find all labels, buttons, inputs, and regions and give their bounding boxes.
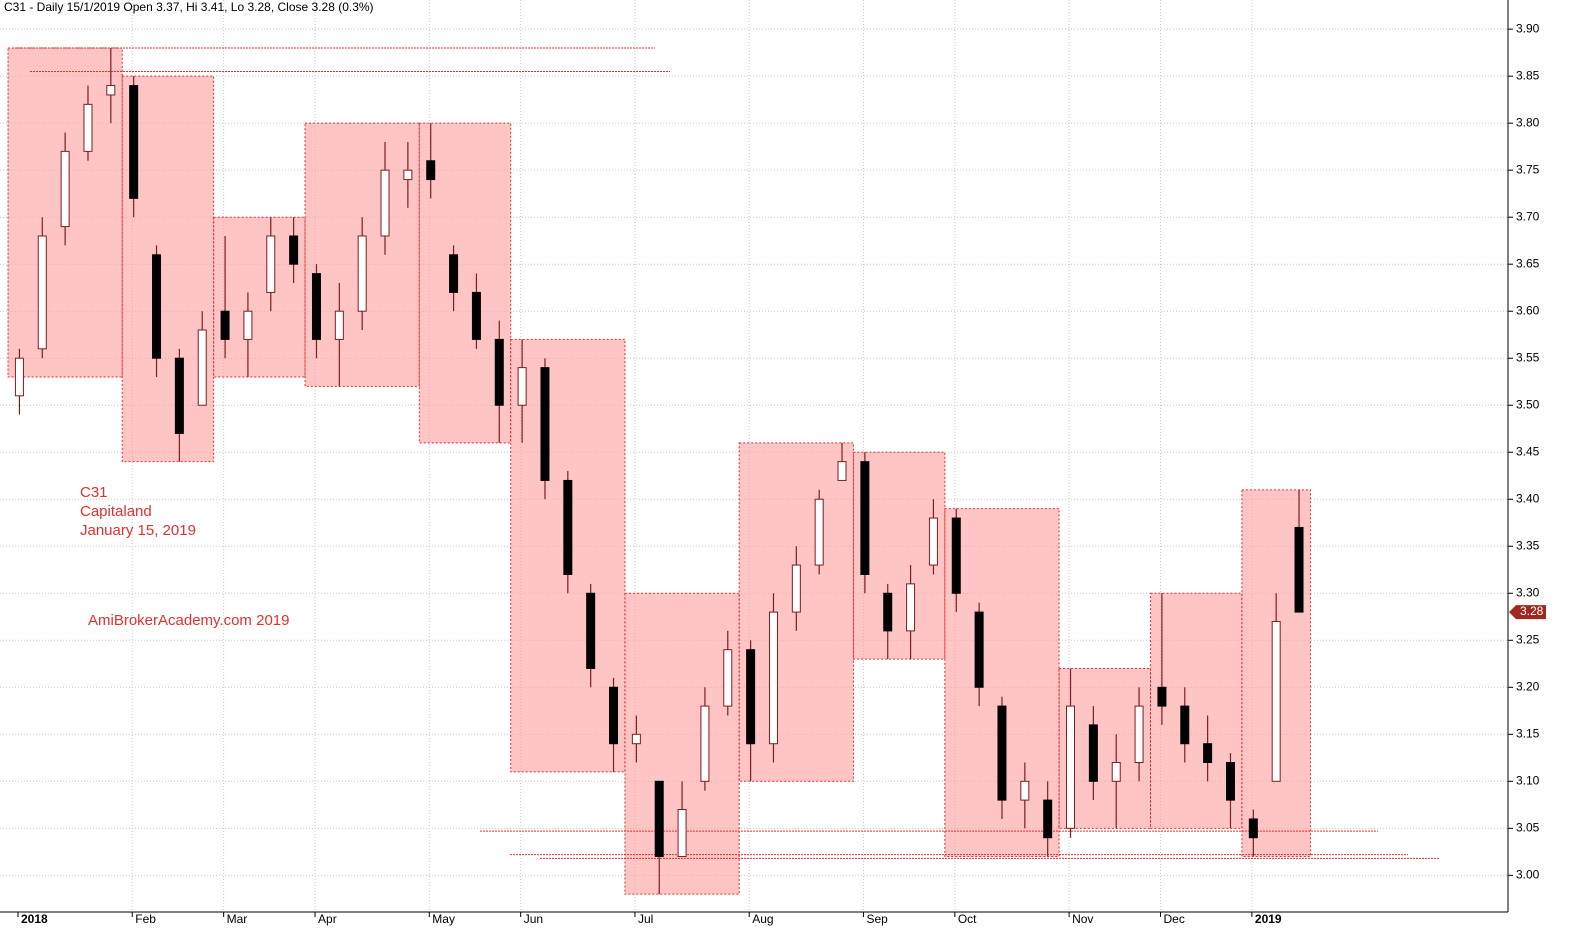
y-tick-label: 3.75 [1516, 162, 1540, 176]
y-tick-label: 3.30 [1516, 585, 1540, 599]
y-tick-label: 3.50 [1516, 397, 1540, 411]
price-tag-label: 3.28 [1520, 604, 1544, 618]
x-tick-label: 2018 [21, 912, 48, 926]
candle-body [1134, 705, 1144, 764]
x-tick-label: Apr [318, 912, 337, 926]
candle-body [1088, 724, 1098, 782]
candle-body [677, 809, 687, 858]
candle-body [791, 564, 801, 613]
y-tick-label: 3.20 [1516, 679, 1540, 693]
y-tick-label: 3.10 [1516, 773, 1540, 787]
y-tick-label: 3.40 [1516, 491, 1540, 505]
y-tick-label: 3.15 [1516, 726, 1540, 740]
annotation: C31 [80, 484, 108, 501]
x-tick-label: Jun [524, 912, 543, 926]
x-tick-label: May [432, 912, 455, 926]
candle-body [494, 338, 504, 406]
candle-body [860, 461, 870, 575]
candle-body [220, 310, 230, 340]
y-tick-label: 3.35 [1516, 538, 1540, 552]
candle-body [563, 479, 573, 575]
price-tag [1509, 605, 1546, 620]
candle-body [768, 611, 778, 745]
candle-body [586, 592, 596, 669]
candle-body [517, 367, 527, 406]
y-tick-label: 3.70 [1516, 209, 1540, 223]
y-tick-label: 3.65 [1516, 256, 1540, 270]
candle-body [997, 705, 1007, 801]
candle-body [266, 235, 276, 293]
candle-body [1180, 705, 1190, 745]
candle-body [37, 235, 47, 350]
y-tick-label: 3.05 [1516, 820, 1540, 834]
candle-body [83, 103, 93, 152]
y-tick-label: 3.60 [1516, 303, 1540, 317]
x-tick-label: 2019 [1255, 912, 1282, 926]
candle-body [723, 649, 733, 707]
candle-body [1203, 743, 1213, 764]
candle-body [311, 273, 321, 340]
x-tick-label: Jul [638, 912, 653, 926]
candle-body [609, 686, 619, 745]
candle-body [174, 357, 184, 434]
annotation: January 15, 2019 [80, 522, 196, 539]
candle-body [449, 254, 459, 293]
candle-body [1066, 705, 1076, 829]
candle-body [289, 235, 299, 265]
y-tick-label: 3.85 [1516, 68, 1540, 82]
x-tick-label: Feb [135, 912, 156, 926]
chart-title: C31 - Daily 15/1/2019 Open 3.37, Hi 3.41… [4, 0, 374, 14]
candle-body [1294, 526, 1304, 613]
candle-body [60, 150, 70, 228]
candle-body [334, 310, 344, 340]
annotation: Capitaland [80, 503, 152, 520]
candle-body [654, 780, 664, 858]
candle-body [814, 498, 824, 566]
candle-body [906, 583, 916, 632]
y-tick-label: 3.45 [1516, 444, 1540, 458]
y-tick-label: 3.00 [1516, 868, 1540, 882]
candle-body [380, 169, 390, 237]
candle-body [152, 254, 162, 359]
candle-body [1225, 762, 1235, 801]
candle-body [631, 733, 641, 745]
x-tick-label: Oct [958, 912, 977, 926]
x-tick-label: Dec [1164, 912, 1185, 926]
candle-body [426, 160, 436, 181]
candle-body [1020, 780, 1030, 801]
x-tick-label: Nov [1072, 912, 1093, 926]
candle-body [14, 357, 24, 397]
candle-body [700, 705, 710, 782]
candle-body [540, 367, 550, 481]
candle-body [471, 291, 481, 340]
y-tick-label: 3.90 [1516, 21, 1540, 35]
candle-body [1271, 620, 1281, 782]
y-tick-label: 3.80 [1516, 115, 1540, 129]
candle-body [403, 169, 413, 181]
candle-body [1111, 762, 1121, 782]
candle-body [1157, 686, 1167, 707]
watermark: AmiBrokerAcademy.com 2019 [88, 612, 289, 629]
candle-body [1248, 818, 1258, 839]
x-tick-label: Mar [227, 912, 248, 926]
y-tick-label: 3.25 [1516, 632, 1540, 646]
candle-body [951, 517, 961, 594]
candle-body [243, 310, 253, 340]
candle-body [1043, 799, 1053, 839]
y-tick-label: 3.55 [1516, 350, 1540, 364]
candle-body [837, 461, 847, 481]
candle-body [883, 592, 893, 632]
candle-body [197, 329, 207, 406]
x-tick-label: Sep [866, 912, 888, 926]
candle-body [928, 517, 938, 566]
candle-body [746, 649, 756, 745]
candle-body [129, 85, 139, 199]
x-tick-label: Aug [752, 912, 773, 926]
candle-body [974, 611, 984, 688]
candle-body [357, 235, 367, 312]
candle-body [106, 85, 116, 96]
